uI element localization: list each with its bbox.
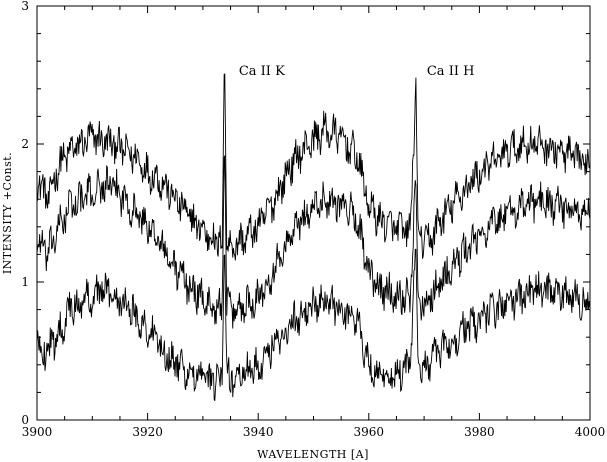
axis-tick-labels: 3900 3920 3940 3960 3980 4000 0 1 2 3 [21, 0, 605, 439]
y-axis-title: INTENSITY +Const. [1, 152, 14, 274]
spectrum-line [36, 154, 591, 329]
line-annotation: Ca II H [427, 64, 475, 79]
y-tick-label: 1 [21, 275, 29, 289]
x-tick-label: 4000 [575, 425, 606, 439]
y-tick-label: 2 [21, 137, 29, 151]
x-tick-label: 3920 [132, 425, 163, 439]
line-annotation: Ca II K [239, 64, 285, 79]
x-axis-title: WAVELENGTH [A] [257, 448, 369, 461]
x-tick-label: 3980 [464, 425, 495, 439]
axis-ticks [36, 5, 591, 421]
x-tick-label: 3900 [22, 425, 53, 439]
spectrum-line [36, 248, 591, 401]
x-tick-label: 3960 [354, 425, 385, 439]
y-tick-label: 0 [21, 413, 29, 427]
x-tick-label: 3940 [243, 425, 274, 439]
y-tick-label: 3 [21, 0, 29, 13]
spectrum-line [36, 73, 591, 261]
plot-frame [36, 5, 591, 421]
line-annotations: Ca II K Ca II H [239, 64, 475, 79]
spectra-series [36, 73, 591, 401]
